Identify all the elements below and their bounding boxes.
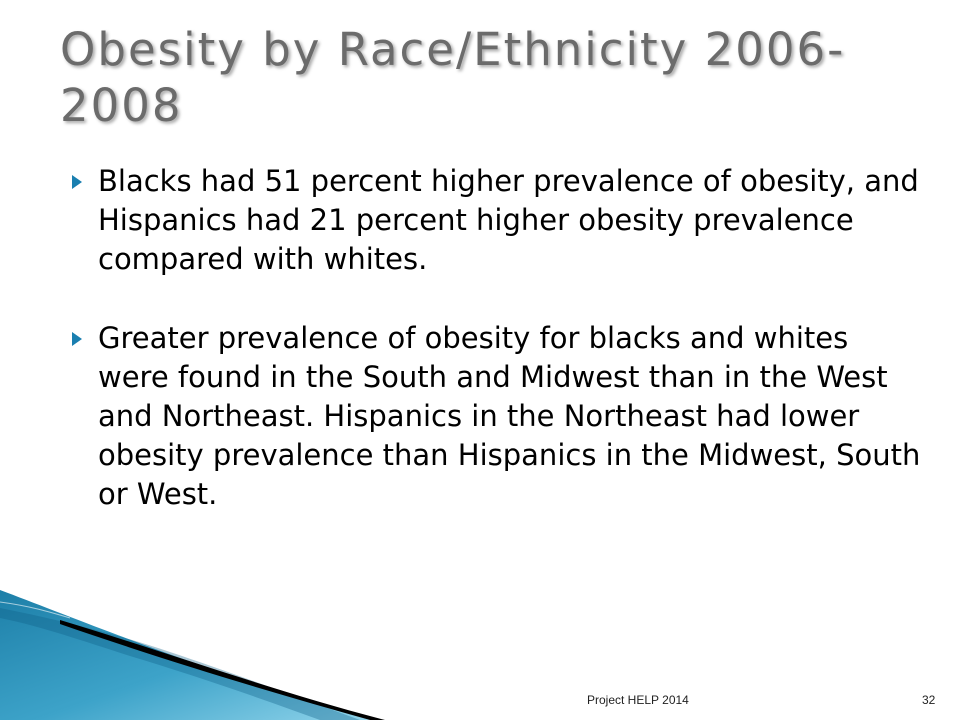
footer-text: Project HELP 2014 — [587, 693, 689, 707]
triangle-bullet-icon — [72, 332, 82, 346]
slide-title: Obesity by Race/Ethnicity 2006-2008 — [60, 23, 846, 132]
page-number: 32 — [922, 693, 936, 707]
decorative-wave-graphic — [0, 590, 385, 720]
bullet-item: Blacks had 51 percent higher prevalence … — [62, 162, 922, 279]
bullet-text: Greater prevalence of obesity for blacks… — [98, 321, 921, 511]
bullet-item: Greater prevalence of obesity for blacks… — [62, 319, 922, 514]
triangle-bullet-icon — [72, 175, 82, 189]
bullet-list: Blacks had 51 percent higher prevalence … — [62, 162, 922, 514]
bullet-text: Blacks had 51 percent higher prevalence … — [98, 164, 919, 276]
